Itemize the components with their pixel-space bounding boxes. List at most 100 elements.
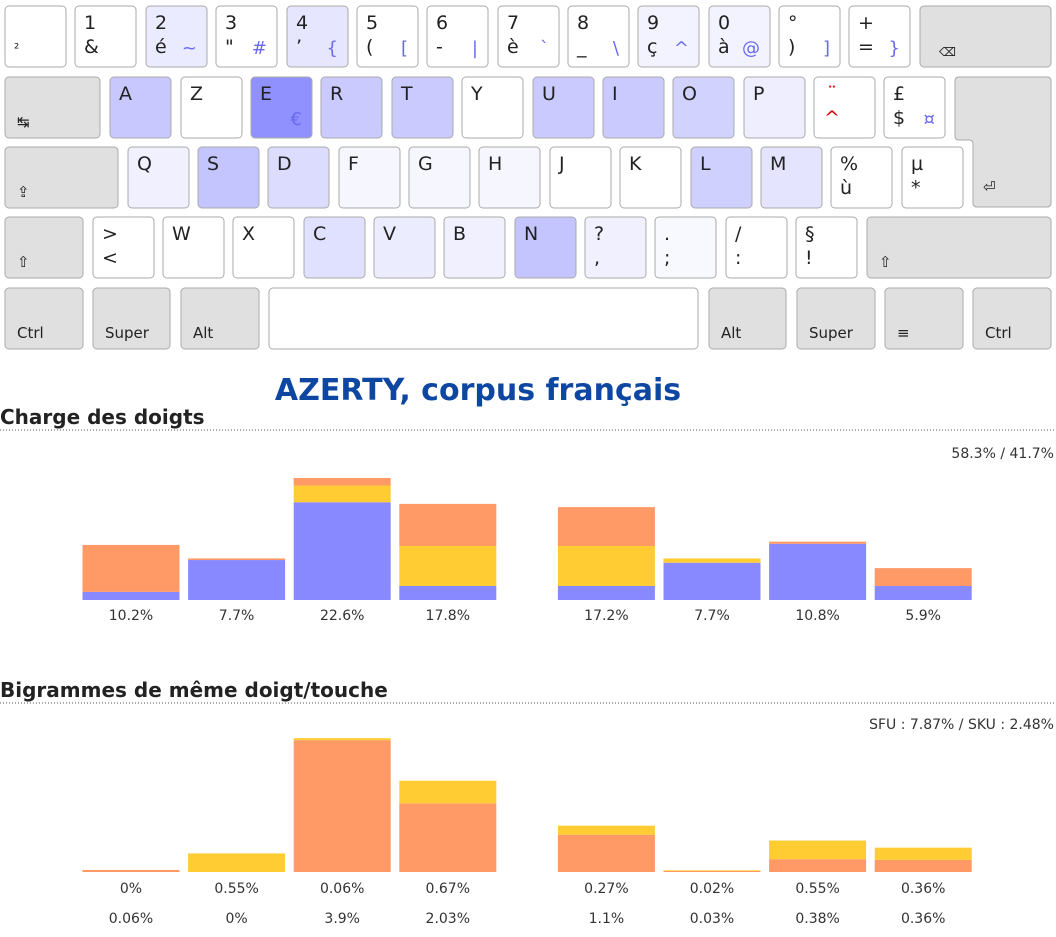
key[interactable] [4,146,119,209]
key[interactable] [197,146,260,209]
key[interactable] [743,76,806,139]
key-label: & [84,36,99,58]
key[interactable] [250,76,313,139]
key-label: / [735,223,742,245]
key[interactable] [109,76,172,139]
bar-segment [399,803,497,872]
key-label: è [507,36,519,58]
key[interactable] [4,5,67,68]
key[interactable] [162,216,225,279]
value-label: 3.9% [324,911,360,927]
key[interactable] [708,5,771,68]
enter-key[interactable] [954,76,1052,208]
key[interactable] [4,216,84,279]
key[interactable] [830,146,893,209]
bar-segment [293,485,391,503]
bar-segment [663,558,761,563]
key-label: Ctrl [17,324,44,342]
key[interactable] [268,287,699,350]
key-label: * [911,177,921,199]
key-label: à [718,36,730,58]
key[interactable] [338,146,401,209]
key-label: E [260,83,272,105]
key[interactable] [478,146,541,209]
key[interactable] [760,146,823,209]
key[interactable] [267,146,330,209]
key-label: 6 [436,12,448,34]
key[interactable] [356,5,419,68]
value-label: 0.55% [795,881,839,897]
key[interactable] [567,5,630,68]
key-label: ) [788,36,795,58]
value-label: 0.02% [690,881,734,897]
key[interactable] [426,5,489,68]
key[interactable] [408,146,471,209]
key-label: 1 [84,12,96,34]
key[interactable] [549,146,612,209]
value-label: 17.2% [584,608,628,624]
bar-segment [293,740,391,872]
key[interactable] [443,216,506,279]
key[interactable] [690,146,753,209]
key-label: µ [911,153,923,175]
key[interactable] [901,146,964,209]
key[interactable] [4,287,84,350]
value-label: 2.03% [426,911,470,927]
key-label: é [155,36,167,58]
key[interactable] [883,76,946,139]
bar-segment [557,825,655,835]
key[interactable] [532,76,595,139]
key[interactable] [303,216,366,279]
key[interactable] [127,146,190,209]
key-altgr-label: | [472,38,478,59]
key[interactable] [813,76,876,139]
key-label: 7 [507,12,519,34]
bar-segment [769,541,867,544]
key-altgr-label: [ [401,38,408,59]
value-label: 7.7% [694,608,730,624]
key[interactable] [725,216,788,279]
key[interactable] [286,5,349,68]
bar-segment [874,585,972,600]
bar-segment [874,568,972,586]
key-label: Super [105,324,150,342]
key[interactable] [866,216,1052,279]
key[interactable] [778,5,841,68]
key[interactable] [74,5,137,68]
key[interactable] [919,5,1052,68]
key[interactable] [796,287,876,350]
key[interactable] [637,5,700,68]
key[interactable] [848,5,911,68]
key-label: Ctrl [985,324,1012,342]
bar-segment [399,780,497,804]
key[interactable] [654,216,717,279]
key[interactable] [619,146,682,209]
key[interactable] [602,76,665,139]
key[interactable] [4,76,101,139]
key[interactable] [92,287,171,350]
key[interactable] [145,5,208,68]
key[interactable] [215,5,278,68]
key[interactable] [180,76,243,139]
key[interactable] [461,76,524,139]
key[interactable] [972,287,1052,350]
key-label: 3 [225,12,237,34]
value-label: 0.06% [320,881,364,897]
key[interactable] [92,216,155,279]
key[interactable] [584,216,647,279]
key[interactable] [180,287,260,350]
key[interactable] [884,287,964,350]
key[interactable] [514,216,577,279]
key[interactable] [795,216,858,279]
key[interactable] [373,216,436,279]
key[interactable] [672,76,735,139]
key[interactable] [497,5,560,68]
key[interactable] [391,76,454,139]
key[interactable] [320,76,383,139]
key[interactable] [708,287,787,350]
key-label: ⇧ [879,253,892,271]
key-altgr-label: ^ [674,38,689,59]
bar-segment [557,585,655,600]
key[interactable] [232,216,295,279]
